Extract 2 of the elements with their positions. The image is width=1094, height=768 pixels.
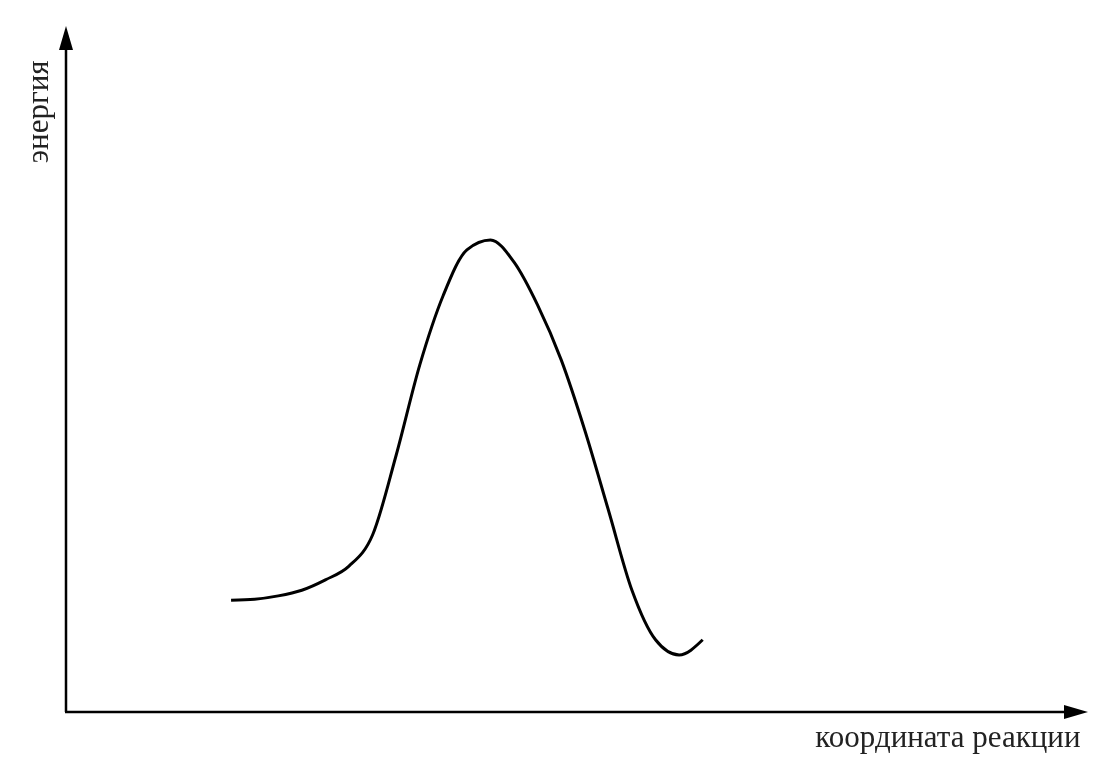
x-axis-title: координата реакции: [815, 718, 1081, 754]
y-axis-title: энергия: [19, 60, 55, 164]
